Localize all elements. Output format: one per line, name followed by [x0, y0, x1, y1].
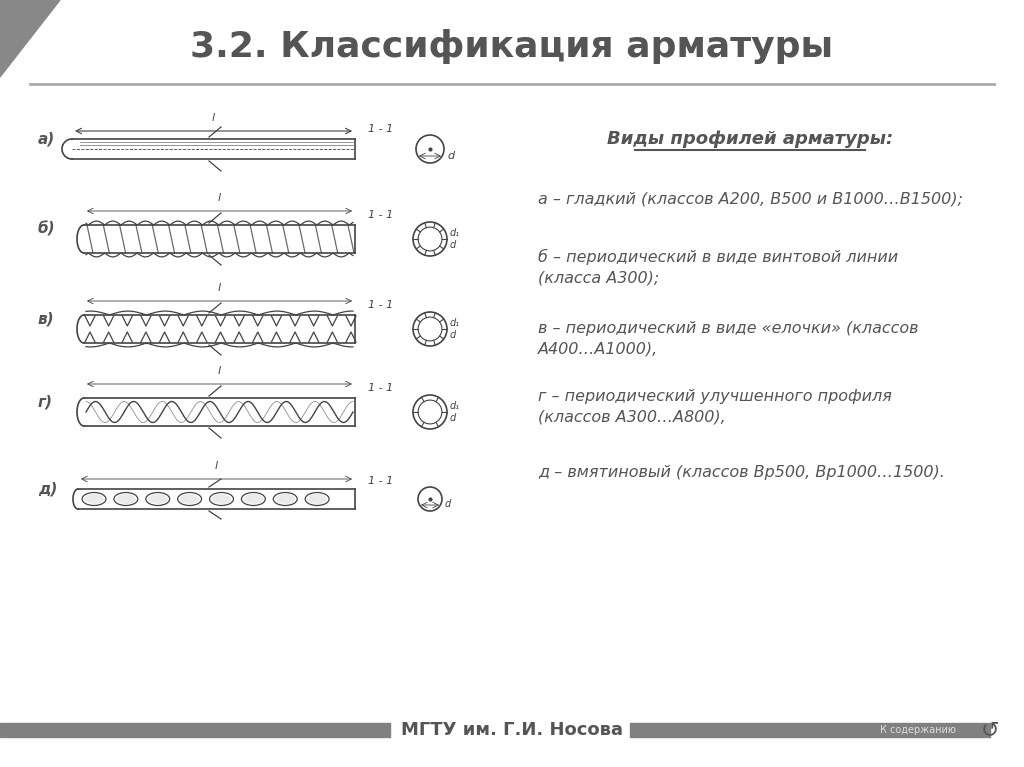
Text: d₁: d₁ — [450, 401, 460, 411]
Text: d: d — [450, 330, 457, 340]
Text: д – вмятиновый (классов Вр500, Вр1000…1500).: д – вмятиновый (классов Вр500, Вр1000…15… — [538, 465, 945, 479]
Text: 1 - 1: 1 - 1 — [368, 476, 393, 486]
Text: 1 - 1: 1 - 1 — [368, 300, 393, 310]
Text: г): г) — [38, 394, 53, 410]
Text: l: l — [212, 113, 215, 123]
Text: К содержанию: К содержанию — [880, 725, 956, 735]
Text: d₁: d₁ — [450, 228, 460, 238]
Text: l: l — [218, 366, 221, 376]
Text: 1 - 1: 1 - 1 — [368, 383, 393, 393]
Ellipse shape — [84, 494, 103, 504]
Ellipse shape — [244, 494, 263, 504]
Text: d: d — [450, 240, 457, 250]
Text: d: d — [447, 151, 454, 161]
Text: в – периодический в виде «елочки» (классов
А400…А1000),: в – периодический в виде «елочки» (класс… — [538, 321, 919, 357]
Ellipse shape — [307, 494, 327, 504]
Text: а – гладкий (классов А200, В500 и В1000…В1500);: а – гладкий (классов А200, В500 и В1000…… — [538, 192, 963, 206]
Text: l: l — [218, 193, 221, 203]
Text: Виды профилей арматуры:: Виды профилей арматуры: — [607, 130, 893, 148]
Ellipse shape — [212, 494, 231, 504]
Text: ↺: ↺ — [981, 720, 999, 740]
Ellipse shape — [275, 494, 295, 504]
Text: 3.2. Классификация арматуры: 3.2. Классификация арматуры — [190, 29, 834, 64]
Ellipse shape — [148, 494, 167, 504]
Text: а): а) — [38, 131, 55, 146]
Text: б): б) — [38, 222, 55, 236]
Text: d: d — [450, 413, 457, 423]
Text: б – периодический в виде винтовой линии
(класса А300);: б – периодический в виде винтовой линии … — [538, 249, 898, 285]
Text: МГТУ им. Г.И. Носова: МГТУ им. Г.И. Носова — [401, 721, 623, 739]
Polygon shape — [0, 0, 60, 77]
Text: д): д) — [38, 482, 57, 496]
Text: l: l — [218, 283, 221, 293]
Text: d: d — [445, 499, 452, 509]
Text: 1 - 1: 1 - 1 — [368, 210, 393, 220]
Text: d₁: d₁ — [450, 318, 460, 328]
Text: г – периодический улучшенного профиля
(классов А300…А800),: г – периодический улучшенного профиля (к… — [538, 389, 892, 425]
Text: 1 - 1: 1 - 1 — [368, 124, 393, 134]
Text: l: l — [215, 461, 218, 471]
Ellipse shape — [117, 494, 135, 504]
Ellipse shape — [180, 494, 200, 504]
Text: в): в) — [38, 311, 54, 327]
